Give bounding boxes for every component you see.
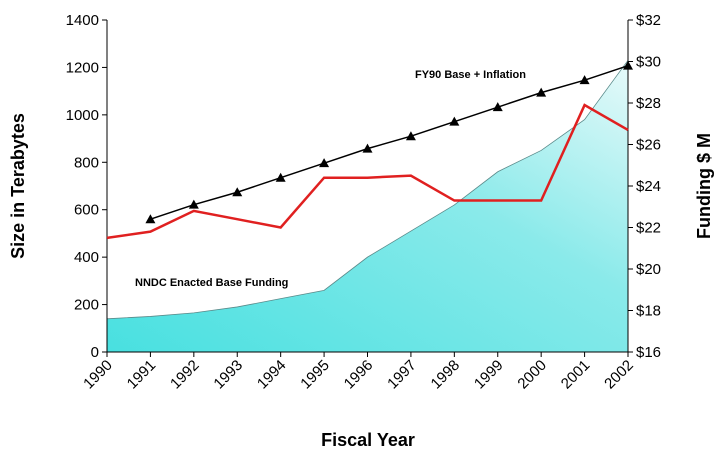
- x-tick-label: 1996: [341, 357, 377, 393]
- marker: [492, 102, 503, 112]
- y-axis-title: Size in Terabytes: [8, 113, 28, 259]
- area: [106, 59, 629, 353]
- series-label: NNDC Enacted Base Funding: [135, 277, 288, 289]
- x-tick-label: 1992: [167, 357, 203, 393]
- marker: [188, 199, 199, 209]
- x-tick-label: 2002: [601, 357, 637, 393]
- y2-tick-label: $30: [636, 54, 661, 71]
- x-tick-label: 1990: [80, 357, 116, 393]
- y-tick-label: 200: [74, 297, 99, 314]
- y-tick-label: 1000: [66, 107, 99, 124]
- y-tick-label: 1400: [66, 12, 99, 29]
- y2-tick-label: $18: [636, 303, 661, 320]
- line: [106, 103, 629, 240]
- marker: [275, 172, 286, 182]
- y2-tick-label: $26: [636, 137, 661, 154]
- y2-tick-label: $28: [636, 95, 661, 112]
- x-tick-label: 1994: [254, 357, 290, 393]
- marker: [579, 75, 590, 85]
- marker: [232, 187, 243, 197]
- x-axis-title: Fiscal Year: [321, 430, 415, 450]
- y-tick-label: 1200: [66, 59, 99, 76]
- y2-tick-label: $16: [636, 344, 661, 361]
- series-label: FY90 Base + Inflation: [415, 69, 526, 81]
- marker: [623, 60, 633, 70]
- y2-tick-label: $24: [636, 178, 661, 195]
- y2-tick-label: $32: [636, 12, 661, 29]
- x-tick-label: 2001: [558, 357, 594, 393]
- marker: [145, 214, 156, 224]
- y2-tick-label: $20: [636, 261, 661, 278]
- x-tick-label: 1998: [428, 357, 464, 393]
- line: [150, 64, 629, 220]
- y-tick-label: 800: [74, 154, 99, 171]
- y-tick-label: 600: [74, 202, 99, 219]
- x-tick-label: 1997: [384, 357, 420, 393]
- marker: [319, 158, 330, 168]
- marker: [449, 116, 460, 126]
- marker: [362, 143, 373, 153]
- marker: [405, 131, 416, 141]
- y-tick-label: 0: [91, 344, 99, 361]
- marker: [536, 87, 547, 97]
- x-tick-label: 1999: [471, 357, 507, 393]
- y2-tick-label: $22: [636, 220, 661, 237]
- x-tick-label: 1995: [297, 357, 333, 393]
- x-tick-label: 1991: [124, 357, 160, 393]
- x-tick-label: 2000: [514, 357, 550, 393]
- y2-axis-title: Funding $ M: [694, 133, 714, 239]
- y-tick-label: 400: [74, 249, 99, 266]
- x-tick-label: 1993: [210, 357, 246, 393]
